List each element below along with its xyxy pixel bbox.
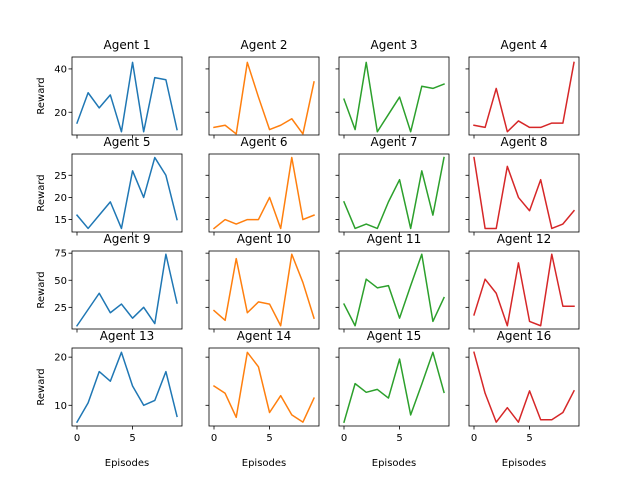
series-line-10 [212,253,315,327]
subplot-frame-4 [468,56,580,136]
series-line-9 [75,253,178,327]
subplot-title-15: Agent 15 [367,329,422,343]
x-tick-label: 5 [266,433,272,444]
x-tick-label: 5 [526,433,532,444]
subplot-frame-2 [208,56,320,136]
subplot-title-8: Agent 8 [501,135,548,149]
subplot-frame-5 [71,153,183,233]
series-line-15 [343,351,445,424]
x-tick-label: 0 [211,433,217,444]
y-tick-label: 50 [54,276,67,287]
subplot-title-9: Agent 9 [104,232,151,246]
series-line-2 [213,61,315,135]
subplot-frame-11 [338,250,450,330]
x-axis-label: Episodes [242,458,286,469]
subplot-frame-9 [71,250,183,330]
y-tick-label: 10 [54,401,67,412]
subplot-frame-7 [338,153,450,233]
x-tick-label: 0 [341,433,347,444]
subplot-frame-15 [338,347,450,427]
series-line-16 [473,351,576,423]
y-tick-label: 20 [54,108,67,119]
series-line-7 [343,156,445,230]
y-tick-label: 20 [54,353,67,364]
series-line-6 [212,156,315,230]
subplot-title-1: Agent 1 [104,38,151,52]
x-axis-label: Episodes [372,458,416,469]
y-axis-label: Reward [36,77,47,114]
series-line-13 [75,351,178,424]
subplot-title-7: Agent 7 [371,135,418,149]
subplot-frame-12 [468,250,580,330]
subplot-title-4: Agent 4 [501,38,548,52]
x-tick-label: 0 [471,433,477,444]
series-line-3 [343,61,445,133]
subplot-title-11: Agent 11 [367,232,422,246]
series-line-12 [473,253,575,327]
y-axis-label: Reward [36,368,47,405]
subplot-frame-8 [468,153,580,233]
subplot-frame-3 [338,56,450,136]
subplot-frame-1 [71,56,183,136]
x-tick-label: 5 [129,433,135,444]
series-line-8 [473,156,576,230]
subplot-title-13: Agent 13 [100,329,155,343]
y-tick-label: 75 [54,249,67,260]
subplot-frame-13 [71,347,183,427]
subplot-title-5: Agent 5 [104,135,151,149]
x-tick-label: 5 [396,433,402,444]
series-line-1 [76,61,178,133]
series-line-14 [212,351,315,423]
y-axis-label: Reward [36,271,47,308]
series-line-4 [473,61,575,133]
y-tick-label: 25 [54,171,67,182]
subplot-frame-16 [468,347,580,427]
subplot-title-6: Agent 6 [241,135,288,149]
subplot-title-2: Agent 2 [241,38,288,52]
subplot-title-12: Agent 12 [497,232,552,246]
y-tick-label: 15 [54,215,67,226]
x-axis-label: Episodes [105,458,149,469]
subplot-title-3: Agent 3 [371,38,418,52]
y-tick-label: 25 [54,303,67,314]
subplot-title-10: Agent 10 [237,232,292,246]
subplot-frame-14 [208,347,320,427]
subplot-title-14: Agent 14 [237,329,292,343]
subplot-frame-10 [208,250,320,330]
series-line-11 [342,253,445,327]
y-axis-label: Reward [36,174,47,211]
subplot-title-16: Agent 16 [497,329,552,343]
series-line-5 [75,156,178,230]
y-tick-label: 20 [54,193,67,204]
y-tick-label: 40 [54,64,67,75]
x-axis-label: Episodes [502,458,546,469]
x-tick-label: 0 [74,433,80,444]
subplot-frame-6 [208,153,320,233]
